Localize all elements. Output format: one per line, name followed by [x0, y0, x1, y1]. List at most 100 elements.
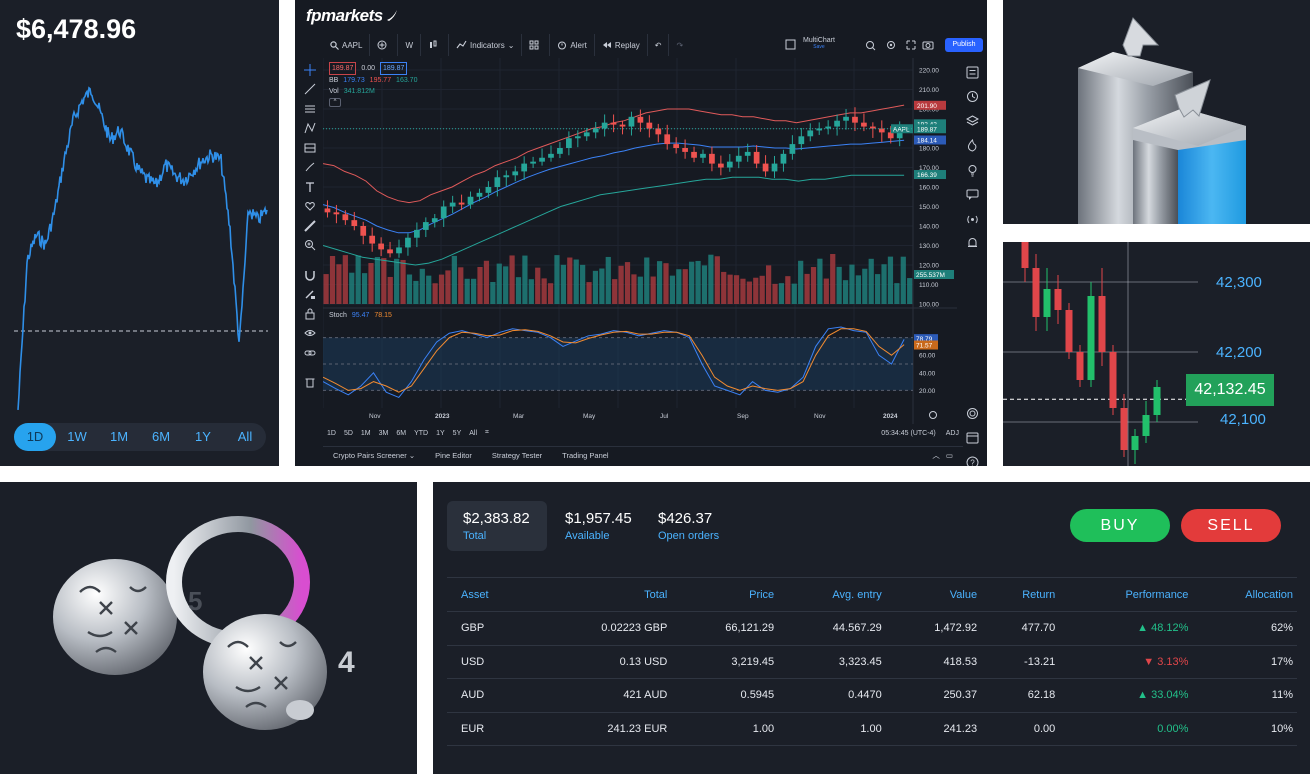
- compare-button[interactable]: [370, 34, 399, 56]
- range-1y[interactable]: 1Y: [436, 429, 445, 437]
- symbol-search[interactable]: AAPL: [323, 34, 371, 56]
- col-return[interactable]: Return: [981, 577, 1060, 612]
- triangle-up-icon: ▲: [1137, 622, 1152, 635]
- range-6m[interactable]: 6M: [151, 429, 171, 444]
- adj-toggle[interactable]: ADJ: [945, 429, 959, 437]
- hide-tool[interactable]: [301, 324, 319, 344]
- stat-total[interactable]: $2,383.82 Total: [447, 501, 547, 551]
- camera-icon[interactable]: [922, 41, 934, 50]
- lock-tool[interactable]: [301, 304, 319, 324]
- favorites-tool[interactable]: [301, 197, 319, 217]
- redo-button[interactable]: ↷: [669, 34, 690, 56]
- ruler-tool[interactable]: [301, 216, 319, 236]
- range-ytd[interactable]: YTD: [414, 429, 429, 437]
- col-allocation[interactable]: Allocation: [1192, 577, 1297, 612]
- range-1m[interactable]: 1M: [109, 429, 129, 444]
- range-all[interactable]: All: [237, 429, 253, 444]
- range-6m[interactable]: 6M: [396, 429, 407, 437]
- table-row[interactable]: EUR 241.23 EUR 1.00 1.00 241.23 0.00 0.0…: [447, 712, 1297, 746]
- alert-button[interactable]: Alert: [550, 34, 595, 56]
- range-5d[interactable]: 5D: [343, 429, 353, 437]
- volume-bar: [419, 268, 425, 304]
- coin-left: [53, 559, 177, 675]
- settings-icon[interactable]: [887, 41, 895, 49]
- range-all[interactable]: All: [469, 429, 478, 437]
- zoom-icon[interactable]: [866, 41, 876, 51]
- delete-tool[interactable]: [301, 373, 319, 393]
- brush-tool[interactable]: [301, 158, 319, 178]
- alerts-button[interactable]: [963, 85, 981, 110]
- tab-trading-panel[interactable]: Trading Panel: [562, 451, 609, 460]
- stat-open-orders[interactable]: $426.37 Open orders: [642, 501, 738, 551]
- chat-button[interactable]: [963, 183, 981, 208]
- notifications-button[interactable]: [963, 232, 981, 257]
- streams-button[interactable]: [963, 207, 981, 232]
- drawing-toolbar: [301, 60, 319, 392]
- collapse-legend-button[interactable]: ^: [329, 98, 341, 107]
- crosshair-tool[interactable]: [301, 60, 319, 80]
- fib-tool[interactable]: [301, 99, 319, 119]
- projection-tool[interactable]: [301, 138, 319, 158]
- buy-button[interactable]: BUY: [1070, 509, 1170, 542]
- hotlist-button[interactable]: [963, 134, 981, 159]
- trendline-tool[interactable]: [301, 80, 319, 100]
- range-5y[interactable]: 5Y: [452, 429, 462, 437]
- watchlist-button[interactable]: [963, 60, 981, 85]
- sidebar-spacer: [963, 256, 981, 401]
- col-avg-entry[interactable]: Avg. entry: [778, 577, 886, 612]
- tab-pine-editor[interactable]: Pine Editor: [435, 451, 472, 460]
- tab-strategy-tester[interactable]: Strategy Tester: [491, 451, 543, 460]
- replay-button[interactable]: Replay: [595, 34, 648, 56]
- table-row[interactable]: AUD 421 AUD 0.5945 0.4470 250.37 62.18 ▲…: [447, 678, 1297, 713]
- layers-button[interactable]: [963, 109, 981, 134]
- table-row[interactable]: GBP 0.02223 GBP 66,121.29 44.567.29 1,47…: [447, 611, 1297, 646]
- link-tool[interactable]: [301, 343, 319, 363]
- indicators-button[interactable]: Indicators ⌄: [449, 34, 523, 56]
- range-1m[interactable]: 1M: [360, 429, 371, 437]
- stay-drawing-tool[interactable]: [301, 285, 319, 305]
- fullscreen-icon[interactable]: [906, 40, 916, 50]
- chart-type-button[interactable]: [421, 34, 450, 56]
- table-row[interactable]: USD 0.13 USD 3,219.45 3,323.45 418.53 -1…: [447, 645, 1297, 679]
- main-chart[interactable]: 220.00210.00200.00190.00180.00170.00160.…: [323, 58, 957, 424]
- col-total[interactable]: Total: [532, 577, 672, 612]
- undo-button[interactable]: ↶: [648, 34, 670, 56]
- range-1d[interactable]: 1D: [327, 429, 336, 437]
- stat-available[interactable]: $1,957.45 Available: [549, 501, 639, 551]
- range-1d[interactable]: 1D: [14, 423, 56, 451]
- price-level-42300: 42,300: [1216, 274, 1262, 291]
- ideas-button[interactable]: [963, 158, 981, 183]
- calendar-button[interactable]: [963, 426, 981, 451]
- col-asset[interactable]: Asset: [447, 577, 533, 612]
- layouts-button[interactable]: [522, 34, 551, 56]
- col-price[interactable]: Price: [671, 577, 779, 612]
- magnet-tool[interactable]: [301, 265, 319, 285]
- candle-body: [574, 136, 581, 139]
- search-icon: [330, 40, 339, 50]
- tab-label: Crypto Pairs Screener: [333, 451, 407, 460]
- range-1w[interactable]: 1W: [67, 429, 87, 444]
- help-button[interactable]: ?: [963, 450, 981, 466]
- candle-body: [494, 177, 501, 187]
- col-performance[interactable]: Performance: [1059, 577, 1193, 612]
- range-3m[interactable]: 3M: [378, 429, 389, 437]
- text-tool[interactable]: [301, 177, 319, 197]
- maximize-panel-icon[interactable]: ▭: [945, 451, 953, 460]
- target-button[interactable]: [963, 401, 981, 426]
- zoom-in-tool[interactable]: [301, 236, 319, 256]
- current-price-tag: 42,132.45: [1186, 374, 1274, 406]
- sell-button[interactable]: SELL: [1181, 509, 1281, 542]
- volume-bar: [887, 256, 894, 304]
- col-value[interactable]: Value: [885, 577, 982, 612]
- date-range-icon[interactable]: ⌗: [485, 429, 489, 436]
- pattern-tool[interactable]: [301, 119, 319, 139]
- cell-return: 0.00: [981, 712, 1060, 746]
- collapse-panel-icon[interactable]: ︿: [932, 451, 940, 460]
- utc-clock[interactable]: 05:34:45 (UTC-4): [881, 429, 936, 437]
- time-axis-label: Nov: [814, 413, 826, 420]
- multichart-button[interactable]: MultiChart Save: [803, 37, 835, 50]
- interval-button[interactable]: W: [398, 34, 422, 56]
- range-1y[interactable]: 1Y: [195, 429, 211, 444]
- publish-button[interactable]: Publish: [945, 38, 983, 52]
- tab-crypto-screener[interactable]: Crypto Pairs Screener ⌄: [323, 451, 425, 460]
